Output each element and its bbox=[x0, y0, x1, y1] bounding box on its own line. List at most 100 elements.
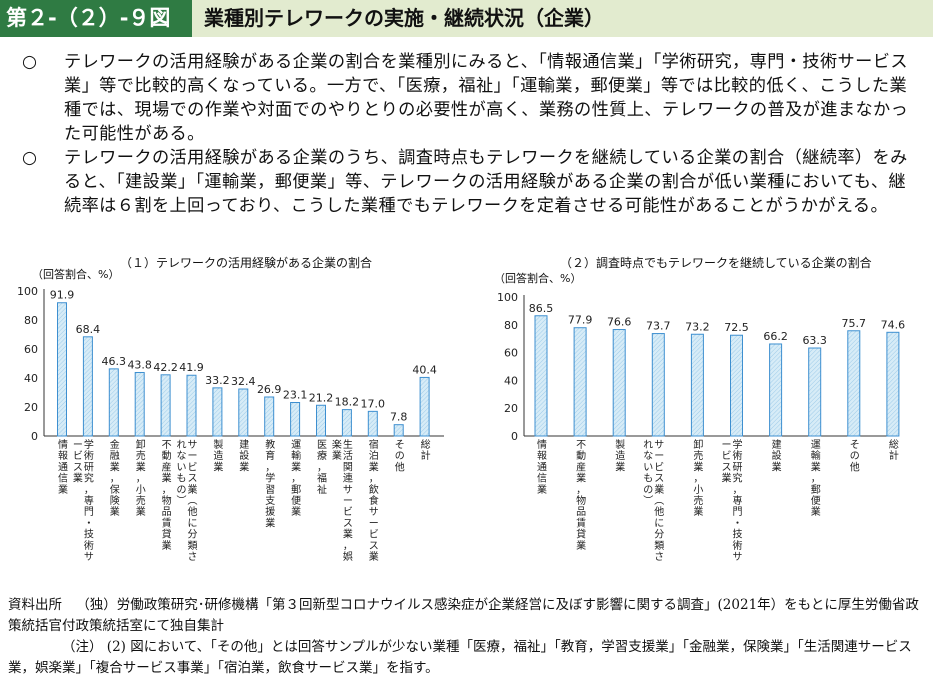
svg-text:食: 食 bbox=[369, 494, 379, 507]
svg-text:業: 業 bbox=[811, 505, 821, 518]
chart1-category-label: 運輸業，郵便業 bbox=[291, 439, 301, 518]
svg-text:運: 運 bbox=[291, 439, 301, 451]
note-text: (2) 図において、「その他」とは回答サンプルが少ない業種「医療，福祉」「教育，… bbox=[8, 639, 912, 676]
svg-text:福: 福 bbox=[317, 472, 327, 485]
chart1-category-label: 医療，福祉 bbox=[317, 439, 327, 496]
svg-text:類: 類 bbox=[654, 540, 664, 552]
chart2-bar bbox=[573, 327, 587, 437]
chart1-bar bbox=[186, 374, 197, 437]
svg-text:郵: 郵 bbox=[291, 484, 301, 496]
svg-text:，: ， bbox=[110, 474, 120, 485]
chart1-bar bbox=[238, 388, 249, 437]
chart2-value-label: 76.6 bbox=[607, 316, 632, 329]
svg-text:技: 技 bbox=[84, 528, 94, 541]
svg-text:究: 究 bbox=[733, 472, 743, 485]
svg-text:造: 造 bbox=[615, 449, 625, 462]
chart1-bar bbox=[108, 368, 119, 437]
summary-paragraph-1: ○ テレワークの活用経験がある企業の割合を業種別にみると、「情報通信業」「学術研… bbox=[22, 50, 912, 146]
svg-text:業: 業 bbox=[110, 460, 120, 473]
chart2-category-label: その他 bbox=[850, 439, 860, 473]
chart2-bar bbox=[847, 330, 861, 437]
svg-text:サ: サ bbox=[654, 439, 664, 451]
chart1-category-label: 情報通信業 bbox=[58, 438, 68, 496]
svg-text:業: 業 bbox=[110, 505, 120, 518]
chart1-bar bbox=[264, 396, 275, 437]
chart1-value-label: 7.8 bbox=[390, 411, 408, 424]
svg-text:そ: そ bbox=[395, 439, 405, 451]
chart2-ytick-label: 80 bbox=[504, 319, 518, 332]
svg-text:，: ， bbox=[576, 485, 586, 496]
svg-text:売: 売 bbox=[693, 494, 703, 507]
chart1-value-label: 42.2 bbox=[153, 361, 178, 374]
svg-text:業: 業 bbox=[576, 472, 586, 485]
chart2-category-label: 学術研究，専門・技術サービス業 bbox=[722, 438, 743, 563]
svg-text:ー: ー bbox=[654, 451, 664, 462]
svg-text:売: 売 bbox=[693, 449, 703, 462]
svg-text:業: 業 bbox=[722, 472, 732, 485]
chart2-bar bbox=[886, 331, 900, 437]
svg-text:品: 品 bbox=[576, 506, 586, 518]
chart1-category-label: 製造業 bbox=[213, 438, 223, 473]
svg-text:他: 他 bbox=[850, 460, 860, 473]
svg-text:小: 小 bbox=[693, 484, 703, 496]
svg-text:ー: ー bbox=[343, 496, 353, 507]
svg-text:輸: 輸 bbox=[811, 449, 821, 462]
svg-text:術: 術 bbox=[733, 449, 743, 462]
bullet-mark: ○ bbox=[22, 52, 38, 72]
svg-text:に: に bbox=[188, 517, 198, 529]
svg-text:業: 業 bbox=[162, 472, 172, 485]
svg-text:不: 不 bbox=[162, 440, 172, 451]
svg-text:郵: 郵 bbox=[811, 484, 821, 496]
chart1-bar bbox=[367, 410, 378, 437]
svg-text:学: 学 bbox=[733, 438, 743, 451]
svg-text:賃: 賃 bbox=[576, 516, 586, 529]
chart1-value-label: 18.2 bbox=[335, 396, 360, 409]
chart2-category-label: 卸売業，小売業 bbox=[693, 438, 703, 518]
svg-text:業: 業 bbox=[537, 483, 547, 496]
svg-text:，: ， bbox=[84, 485, 94, 496]
svg-text:ー: ー bbox=[73, 440, 83, 451]
svg-text:サ: サ bbox=[84, 551, 94, 563]
svg-text:療: 療 bbox=[317, 449, 327, 462]
svg-text:業: 業 bbox=[291, 505, 301, 518]
chart2-value-label: 74.6 bbox=[881, 318, 906, 331]
chart1-category-label: 宿泊業，飲食サービス業 bbox=[369, 438, 379, 563]
chart1-ytick-label: 60 bbox=[24, 343, 38, 356]
svg-text:ビ: ビ bbox=[654, 461, 664, 473]
svg-text:他: 他 bbox=[654, 505, 664, 518]
chart1-bar bbox=[160, 374, 171, 437]
svg-text:の: の bbox=[850, 451, 860, 462]
svg-text:運: 運 bbox=[811, 439, 821, 451]
svg-text:造: 造 bbox=[213, 449, 223, 462]
summary-text-2: テレワークの活用経験がある企業のうち、調査時点もテレワークを継続している企業の割… bbox=[64, 148, 908, 216]
svg-text:売: 売 bbox=[136, 449, 146, 462]
svg-text:活: 活 bbox=[343, 450, 353, 462]
svg-text:育: 育 bbox=[265, 449, 275, 462]
svg-text:業: 業 bbox=[136, 505, 146, 518]
svg-text:い: い bbox=[177, 462, 187, 473]
svg-text:ス: ス bbox=[343, 518, 353, 529]
svg-text:そ: そ bbox=[850, 439, 860, 451]
chart2-ytick-label: 20 bbox=[504, 402, 518, 415]
svg-text:業: 業 bbox=[343, 528, 353, 541]
svg-text:業: 業 bbox=[239, 460, 249, 473]
svg-text:，: ， bbox=[811, 474, 821, 485]
svg-text:︵: ︵ bbox=[654, 496, 664, 507]
svg-text:学: 学 bbox=[84, 438, 94, 451]
chart2-category-label: 製造業 bbox=[615, 438, 625, 473]
chart1-bar bbox=[212, 387, 223, 437]
summary-text-1: テレワークの活用経験がある企業の割合を業種別にみると、「情報通信業」「学術研究，… bbox=[64, 52, 909, 144]
chart1-category-label: 教育，学習支援業 bbox=[265, 438, 275, 529]
svg-text:︶: ︶ bbox=[177, 495, 187, 507]
svg-text:品: 品 bbox=[162, 506, 172, 518]
svg-text:小: 小 bbox=[136, 484, 146, 496]
svg-text:業: 業 bbox=[693, 505, 703, 518]
svg-text:に: に bbox=[654, 517, 664, 529]
svg-text:売: 売 bbox=[136, 494, 146, 507]
svg-text:貸: 貸 bbox=[576, 528, 586, 541]
svg-text:製: 製 bbox=[213, 438, 223, 451]
svg-text:輸: 輸 bbox=[291, 449, 301, 462]
chart1-bar bbox=[290, 402, 301, 437]
svg-text:ー: ー bbox=[722, 440, 732, 451]
